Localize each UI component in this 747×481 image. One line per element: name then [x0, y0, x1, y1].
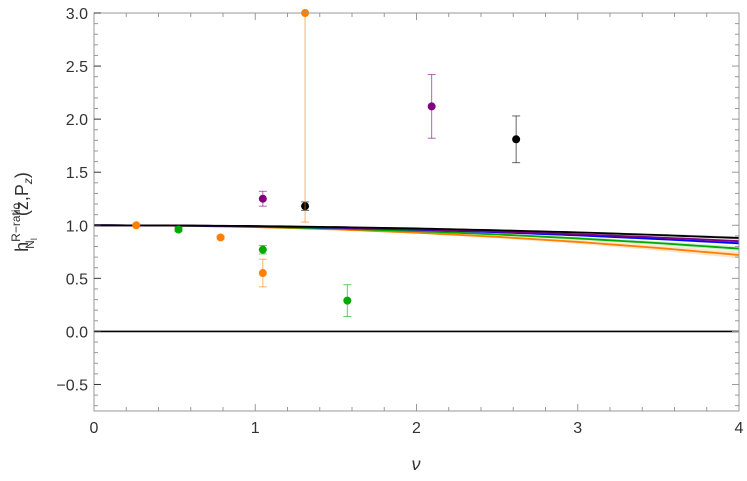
- y-tick-label: 0.0: [66, 324, 88, 341]
- y-tick-label: 2.5: [66, 59, 88, 76]
- y-tick-label: 2.0: [66, 112, 88, 129]
- marker: [512, 135, 521, 144]
- fit-curve: [93, 224, 740, 239]
- marker: [343, 296, 352, 305]
- plot-frame: [93, 12, 740, 412]
- x-tick-label: 3: [573, 420, 582, 437]
- fit-curves: [93, 224, 740, 256]
- marker: [258, 194, 267, 203]
- data-points: [132, 9, 521, 318]
- data-point: [132, 221, 141, 230]
- data-point: [301, 9, 310, 223]
- y-tick-label: 1.5: [66, 165, 88, 182]
- frame: [93, 12, 740, 412]
- marker: [132, 221, 141, 230]
- marker: [216, 233, 225, 242]
- data-point: [174, 225, 183, 234]
- y-tick-label: 0.5: [66, 271, 88, 288]
- x-axis-label: ν: [412, 454, 421, 474]
- y-tick-label: −0.5: [56, 377, 88, 394]
- marker: [427, 102, 436, 111]
- axis-ticks: 0 1 2 3 4 −0.5 0.0 0.5 1.0 1.5 2.0 2.5 3.0: [56, 6, 743, 437]
- data-point: [258, 190, 267, 207]
- marker: [258, 269, 267, 278]
- data-point: [258, 258, 267, 288]
- x-tick-label: 1: [251, 420, 260, 437]
- data-point: [258, 244, 267, 255]
- data-point: [512, 115, 521, 164]
- y-tick-label: 3.0: [66, 6, 88, 23]
- data-point: [216, 233, 225, 242]
- y-tick-label: 1.0: [66, 218, 88, 235]
- x-tick-label: 0: [90, 420, 99, 437]
- data-point: [343, 284, 352, 318]
- marker: [174, 225, 183, 234]
- marker: [258, 245, 267, 254]
- x-tick-label: 2: [412, 420, 421, 437]
- x-tick-label: 4: [735, 420, 744, 437]
- data-point: [427, 74, 436, 139]
- y-axis-label: hR−ratioNl(z,Pz): [9, 172, 39, 252]
